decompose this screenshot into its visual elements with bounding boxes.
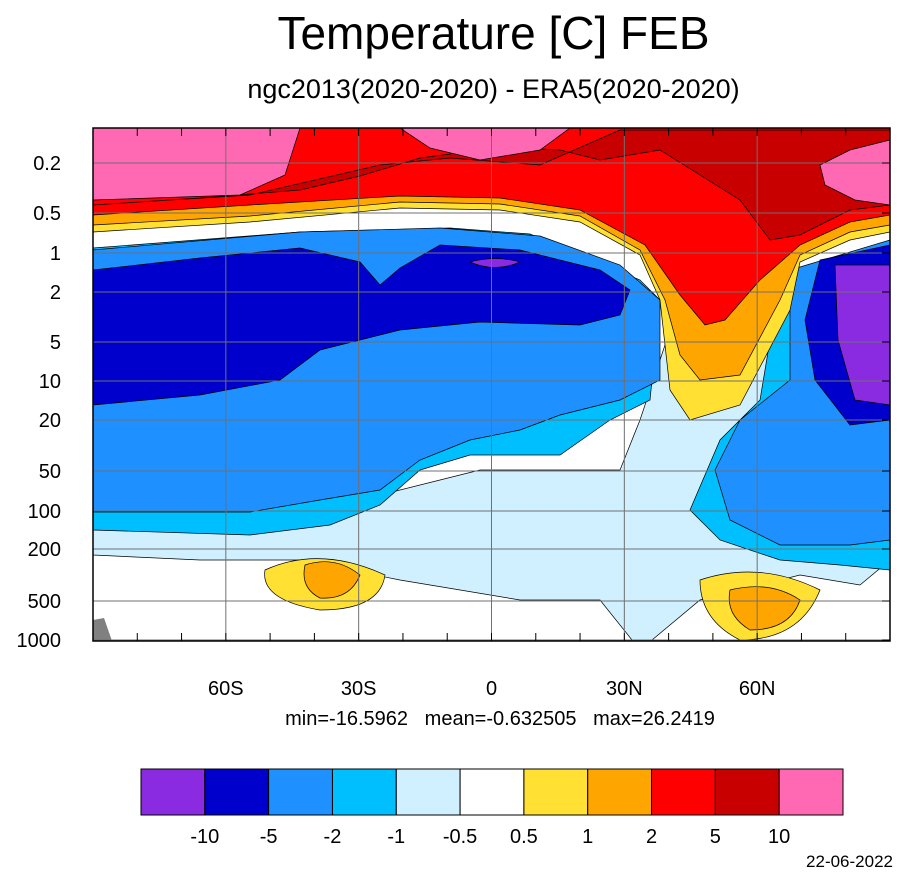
x-tick-label: 60N [739,678,776,700]
y-tick-label: 1000 [17,630,62,652]
y-tick-label: 0.2 [33,153,61,175]
colorbar-label: -10 [190,826,219,848]
stats-line: min=-16.5962 mean=-0.632505 max=26.2419 [285,708,715,730]
colorbar-label: 2 [646,826,657,848]
y-tick-label: 200 [28,539,61,561]
x-tick-label: 30N [606,678,643,700]
colorbar-label: 0.5 [510,826,538,848]
y-tick-label: 5 [50,332,61,354]
y-tick-label: 20 [39,410,61,432]
colorbar: -10 -5 -2 -1 -0.5 0.5 1 2 5 10 [140,768,844,848]
colorbar-label: 1 [582,826,593,848]
y-tick-label: 500 [28,591,61,613]
x-tick-label: 0 [486,678,497,700]
colorbar-swatch [395,768,461,816]
colorbar-label: 5 [710,826,721,848]
y-tick-label: 50 [39,461,61,483]
y-tick-label: 100 [28,501,61,523]
colorbar-swatch [204,768,270,816]
colorbar-swatch [714,768,780,816]
contour-chart: 60S 30S 0 30N 60N 0.2 0.5 1 2 5 10 20 50 100 200 500 10… [17,127,891,700]
chart-title: Temperature [C] FEB [277,7,710,59]
band-pink [93,128,890,206]
colorbar-swatch [651,768,716,816]
colorbar-swatch [778,768,844,816]
colorbar-swatch [331,768,397,816]
y-axis-ticks: 0.2 0.5 1 2 5 10 20 50 100 200 500 1000 [17,153,890,652]
colorbar-swatch [140,768,206,816]
colorbar-swatch [459,768,525,816]
band-darkblue [93,244,890,426]
colorbar-swatch [523,768,589,816]
colorbar-swatch [268,768,333,816]
colorbar-label: -5 [260,826,278,848]
y-tick-label: 1 [50,243,61,265]
x-axis-ticks: 60S 30S 0 30N 60N [136,128,847,700]
band-purple [468,258,890,406]
y-tick-label: 0.5 [33,203,61,225]
x-tick-label: 60S [208,678,244,700]
y-tick-label: 2 [50,282,61,304]
date-stamp: 22-06-2022 [806,852,893,871]
band-red [93,128,890,326]
colorbar-label: 10 [768,826,790,848]
x-tick-label: 30S [341,678,377,700]
colorbar-label: -2 [324,826,342,848]
chart-subtitle: ngc2013(2020-2020) - ERA5(2020-2020) [247,74,740,104]
colorbar-label: -1 [387,826,405,848]
colorbar-swatch [587,768,653,816]
missing-region [93,618,112,641]
y-tick-label: 10 [39,371,61,393]
colorbar-label: -0.5 [443,826,477,848]
